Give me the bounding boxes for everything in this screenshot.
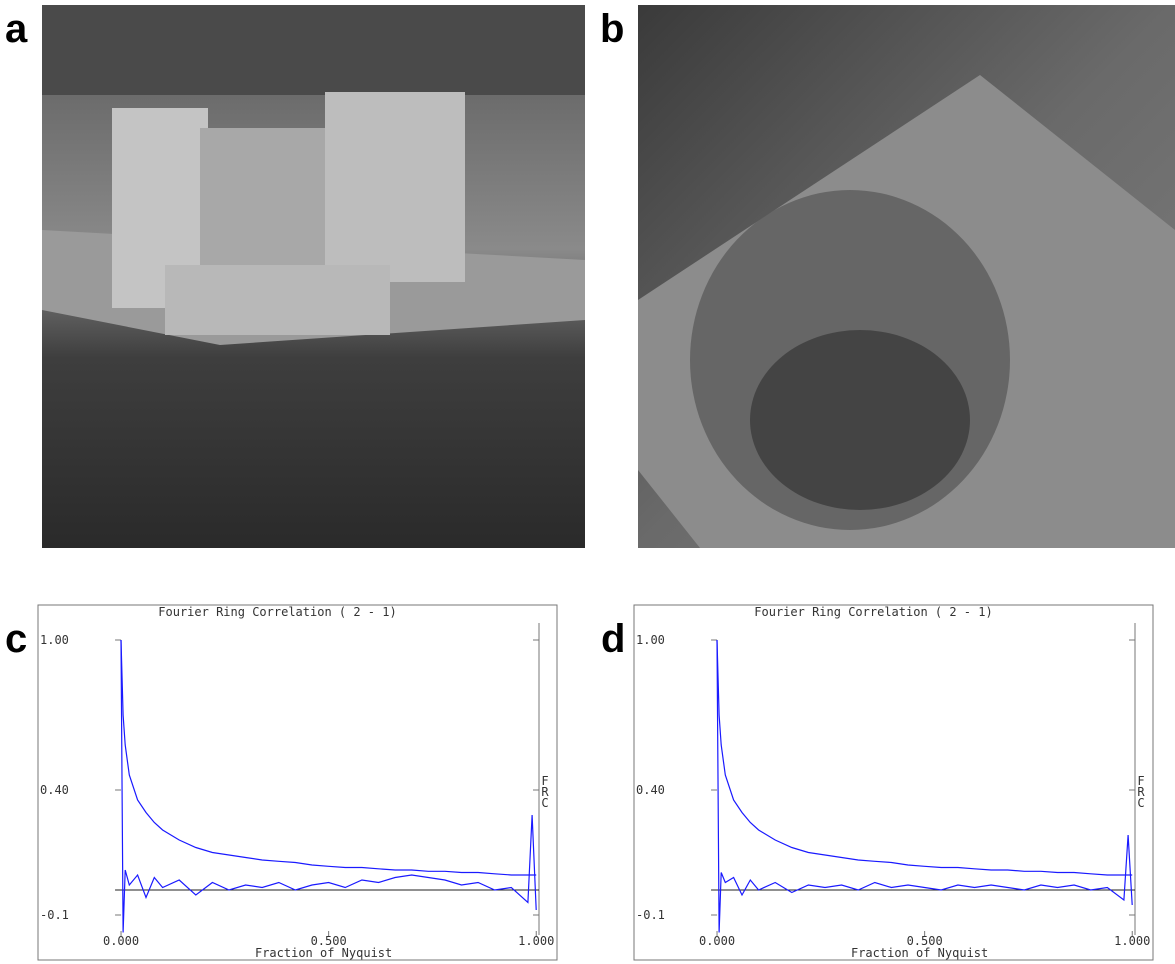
x-tick-label: 0.500	[311, 934, 347, 948]
y-tick-label: 1.00	[636, 633, 665, 647]
x-tick-label: 0.500	[907, 934, 943, 948]
y-tick-label: 1.00	[40, 633, 69, 647]
y-tick-label: 0.40	[636, 783, 665, 797]
x-axis-label: Fraction of Nyquist	[851, 946, 988, 960]
panel-label: a	[5, 7, 28, 51]
plot-frame	[37, 604, 558, 961]
data-line	[120, 639, 537, 876]
panel-label: b	[600, 7, 624, 51]
y-axis-label: FRC	[1134, 774, 1148, 807]
x-tick-label: 0.000	[103, 934, 139, 948]
panel-label: d	[601, 617, 625, 661]
chart-title: Fourier Ring Correlation ( 2 - 1)	[754, 605, 992, 619]
x-tick-label: 1.000	[1114, 934, 1150, 948]
chart-title: Fourier Ring Correlation ( 2 - 1)	[158, 605, 396, 619]
y-axis-label: FRC	[538, 774, 552, 807]
data-line	[716, 639, 1133, 876]
plot-frame	[633, 604, 1154, 961]
photo-a	[42, 5, 585, 548]
y-tick-label: -0.1	[40, 908, 69, 922]
panel-label: c	[5, 617, 27, 661]
x-tick-label: 1.000	[518, 934, 554, 948]
x-axis-label: Fraction of Nyquist	[255, 946, 392, 960]
photo-b	[638, 5, 1175, 548]
y-tick-label: 0.40	[40, 783, 69, 797]
data-line	[716, 639, 1133, 933]
data-line	[120, 639, 537, 933]
x-tick-label: 0.000	[699, 934, 735, 948]
y-tick-label: -0.1	[636, 908, 665, 922]
